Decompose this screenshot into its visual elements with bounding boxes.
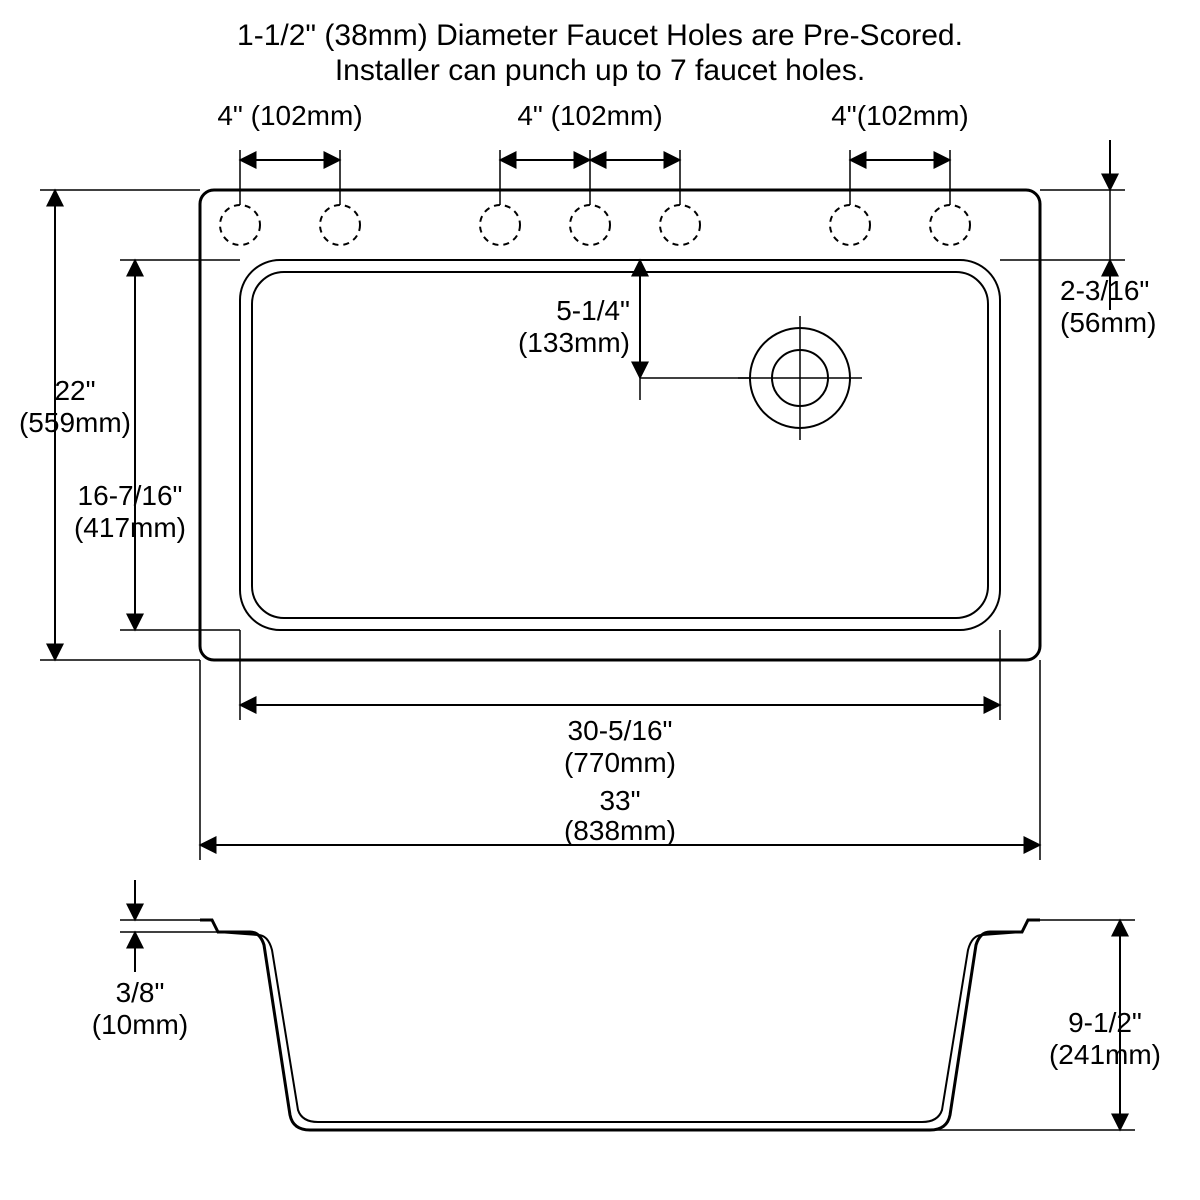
svg-text:5-1/4": 5-1/4" [556, 295, 630, 326]
svg-text:(56mm): (56mm) [1060, 307, 1156, 338]
sink-spec-drawing: 1-1/2" (38mm) Diameter Faucet Holes are … [0, 0, 1200, 1200]
svg-text:(559mm): (559mm) [19, 407, 131, 438]
dim-spacing2: 4" (102mm) [517, 100, 662, 131]
dim-spacing1: 4" (102mm) [217, 100, 362, 131]
dim-deck-height: 2-3/16" (56mm) [1000, 140, 1156, 338]
drain [738, 316, 862, 440]
svg-text:30-5/16": 30-5/16" [568, 715, 673, 746]
dim-spacing3: 4"(102mm) [831, 100, 969, 131]
side-view [200, 920, 1040, 1130]
svg-text:(838mm): (838mm) [564, 815, 676, 846]
top-view [200, 190, 1040, 660]
svg-text:(241mm): (241mm) [1049, 1039, 1161, 1070]
svg-text:(417mm): (417mm) [74, 512, 186, 543]
svg-text:3/8": 3/8" [116, 977, 165, 1008]
faucet-holes [220, 205, 970, 245]
svg-text:(770mm): (770mm) [564, 747, 676, 778]
svg-text:9-1/2": 9-1/2" [1068, 1007, 1142, 1038]
svg-text:2-3/16": 2-3/16" [1060, 275, 1149, 306]
side-inner [218, 932, 1022, 1122]
dim-bowl-width: 30-5/16" (770mm) [240, 630, 1000, 778]
dim-bowl-height: 16-7/16" (417mm) [74, 260, 240, 630]
svg-text:(10mm): (10mm) [92, 1009, 188, 1040]
svg-text:(133mm): (133mm) [518, 327, 630, 358]
dim-drain-offset: 5-1/4" (133mm) [518, 260, 750, 400]
title-line1: 1-1/2" (38mm) Diameter Faucet Holes are … [237, 19, 963, 52]
svg-text:16-7/16": 16-7/16" [78, 480, 183, 511]
title-line2: Installer can punch up to 7 faucet holes… [335, 54, 865, 87]
side-outer [200, 920, 1040, 1130]
dim-rim: 3/8" (10mm) [92, 880, 218, 1040]
svg-text:22": 22" [54, 375, 95, 406]
svg-text:33": 33" [599, 785, 640, 816]
